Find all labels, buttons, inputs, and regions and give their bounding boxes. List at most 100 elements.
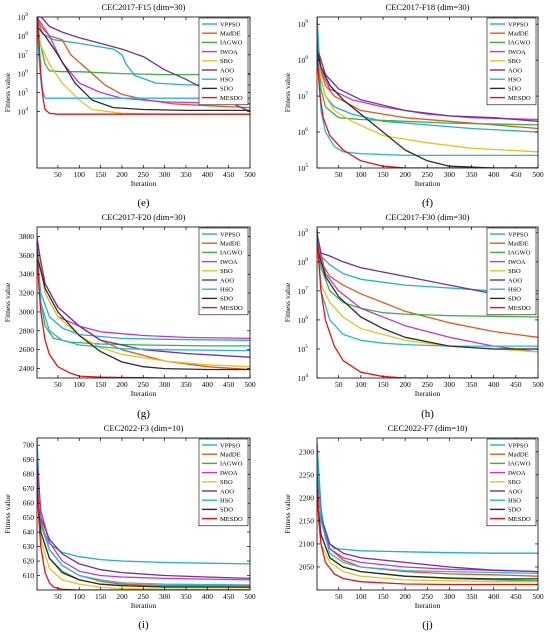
y-tick-exponent: 5 [305, 163, 308, 169]
y-tick-exponent: 5 [305, 344, 308, 350]
panel-caption: (j) [422, 619, 433, 631]
x-tick-label: 150 [95, 380, 107, 389]
legend-label: VPPSO [220, 231, 241, 238]
legend-label: VPPSO [508, 21, 529, 28]
x-tick-label: 250 [422, 170, 434, 179]
x-tick-label: 50 [54, 170, 62, 179]
x-axis-label: Iteration [131, 389, 157, 398]
y-tick-label: 109 [298, 19, 309, 29]
legend-label: VPPSO [220, 21, 241, 28]
y-tick-label: 2800 [19, 326, 34, 335]
x-tick-label: 350 [180, 170, 192, 179]
legend-label: VPPSO [508, 231, 529, 238]
y-axis-label: Fitness value [3, 494, 12, 534]
series-line [37, 35, 250, 76]
plot-area [317, 442, 538, 586]
y-tick-label: 2600 [19, 345, 34, 354]
y-tick-base: 10 [298, 92, 306, 101]
x-tick-label: 450 [510, 380, 522, 389]
y-tick-exponent: 4 [305, 373, 308, 379]
y-tick-label: 107 [298, 91, 309, 101]
x-tick-label: 450 [223, 380, 235, 389]
y-tick-base: 10 [298, 374, 306, 383]
series-line [37, 25, 250, 112]
chart-title: CEC2017-F15 (dim=30) [102, 2, 186, 12]
y-tick-label: 630 [23, 542, 35, 551]
x-tick-label: 500 [244, 592, 256, 601]
x-tick-label: 100 [355, 592, 367, 601]
y-tick-label: 105 [298, 344, 309, 354]
x-tick-label: 150 [95, 170, 107, 179]
y-tick-label: 2200 [299, 493, 314, 502]
legend-label: IWOA [508, 49, 526, 56]
x-tick-label: 100 [74, 170, 86, 179]
x-tick-label: 200 [400, 592, 412, 601]
y-tick-exponent: 7 [25, 50, 28, 56]
y-tick-exponent: 6 [25, 69, 28, 75]
x-tick-label: 250 [422, 592, 434, 601]
plot-area [37, 17, 250, 115]
y-tick-exponent: 8 [305, 257, 308, 263]
y-tick-label: 3600 [19, 251, 34, 260]
y-tick-label: 610 [23, 571, 35, 580]
legend-label: HSO [220, 498, 233, 505]
x-tick-label: 500 [532, 170, 544, 179]
x-tick-label: 250 [138, 592, 150, 601]
x-tick-label: 500 [244, 380, 256, 389]
x-tick-label: 300 [444, 592, 456, 601]
legend-label: SDO [220, 86, 233, 93]
y-tick-exponent: 7 [305, 91, 308, 97]
legend-label: SBO [220, 268, 233, 275]
x-tick-label: 150 [377, 380, 389, 389]
y-tick-exponent: 8 [25, 31, 28, 37]
legend-label: MESDO [508, 305, 531, 312]
legend-label: AOO [220, 277, 234, 284]
y-tick-label: 107 [298, 286, 309, 296]
y-axis-label: Fitness value [3, 282, 12, 322]
legend-label: IWOA [508, 259, 526, 266]
x-tick-label: 200 [116, 170, 128, 179]
y-tick-base: 10 [298, 164, 306, 173]
y-tick-label: 108 [298, 257, 309, 267]
x-tick-label: 50 [335, 592, 343, 601]
series-line [37, 17, 250, 105]
y-tick-label: 2250 [299, 470, 314, 479]
series-line [37, 241, 250, 358]
y-axis-label: Fitness value [3, 72, 12, 112]
y-tick-label: 2300 [299, 447, 314, 456]
y-tick-label: 3000 [19, 307, 34, 316]
legend-label: IAGWO [508, 40, 531, 47]
y-tick-label: 3200 [19, 289, 34, 298]
x-tick-label: 300 [159, 170, 171, 179]
x-tick-label: 450 [223, 592, 235, 601]
x-tick-label: 450 [510, 170, 522, 179]
x-tick-label: 100 [355, 170, 367, 179]
y-tick-label: 105 [298, 163, 309, 173]
x-tick-label: 450 [223, 170, 235, 179]
legend-label: MESDO [508, 95, 531, 102]
y-tick-label: 106 [18, 69, 29, 79]
x-tick-label: 400 [202, 170, 214, 179]
legend-label: SBO [220, 479, 233, 486]
x-tick-label: 200 [116, 592, 128, 601]
legend-label: VPPSO [508, 442, 529, 449]
x-tick-label: 200 [116, 380, 128, 389]
y-tick-label: 640 [23, 528, 35, 537]
legend: VPPSO MadDE IAGWO IWOA SBO AOO HSO SDO MESDO [486, 438, 537, 527]
y-tick-label: 680 [23, 470, 35, 479]
legend-label: MadDE [220, 31, 241, 38]
legend-label: HSO [220, 77, 233, 84]
legend: VPPSO MadDE IAGWO IWOA SBO AOO HSO SDO MESDO [198, 438, 249, 527]
legend-label: MESDO [220, 305, 243, 312]
legend-label: SBO [508, 268, 521, 275]
y-tick-label: 3400 [19, 270, 34, 279]
legend-label: IAGWO [508, 461, 531, 468]
series-line [37, 255, 250, 341]
series-line [317, 497, 538, 580]
y-tick-base: 10 [298, 229, 306, 238]
x-tick-label: 150 [377, 592, 389, 601]
x-tick-label: 250 [138, 380, 150, 389]
series-line [37, 245, 250, 378]
y-tick-label: 104 [18, 106, 29, 116]
